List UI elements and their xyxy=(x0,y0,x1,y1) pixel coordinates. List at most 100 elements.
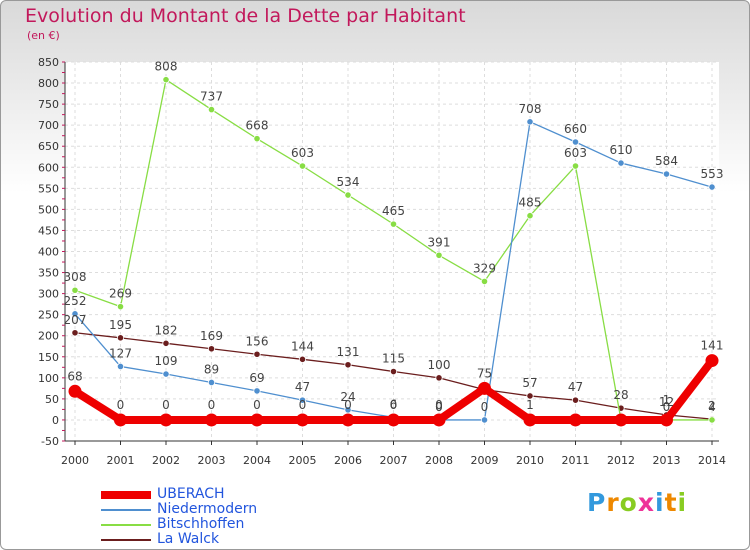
x-tick-label: 2002 xyxy=(152,454,180,467)
data-point xyxy=(387,413,400,427)
chart-subtitle: (en €) xyxy=(27,29,60,42)
data-point xyxy=(116,303,125,311)
data-label: 603 xyxy=(564,146,587,160)
data-point xyxy=(298,396,307,404)
data-point xyxy=(296,413,309,427)
legend-swatch xyxy=(101,523,151,526)
data-label: 182 xyxy=(155,323,178,337)
data-point xyxy=(526,392,534,400)
data-point xyxy=(341,413,355,427)
data-label: 0 xyxy=(208,398,216,412)
x-tick-label: 2009 xyxy=(471,454,499,467)
y-tick-label: 750 xyxy=(38,98,59,111)
y-tick-label: 250 xyxy=(38,309,59,322)
data-label: 0 xyxy=(435,400,443,414)
data-label: 156 xyxy=(246,334,269,348)
data-label: 0 xyxy=(435,398,443,412)
data-label: 0 xyxy=(481,400,489,414)
data-label: 69 xyxy=(249,371,264,385)
data-point xyxy=(344,361,352,369)
data-label: 737 xyxy=(200,90,223,104)
y-tick-label: 550 xyxy=(38,182,59,195)
data-point xyxy=(617,159,625,167)
data-label: 131 xyxy=(337,345,360,359)
data-point xyxy=(389,367,398,376)
data-label: 485 xyxy=(519,196,542,210)
legend-swatch xyxy=(101,538,151,541)
data-label: 0 xyxy=(162,398,170,412)
legend-item-niedermodern: Niedermodern xyxy=(101,502,257,517)
data-label: 2 xyxy=(708,399,716,413)
data-label: 329 xyxy=(473,261,496,275)
data-point xyxy=(435,374,443,382)
data-label: 252 xyxy=(64,294,87,308)
data-label: 127 xyxy=(109,346,132,360)
data-point xyxy=(207,345,216,353)
data-label: 808 xyxy=(155,60,178,74)
data-point xyxy=(571,396,580,404)
legend-label: La Walck xyxy=(157,531,220,547)
data-label: 0 xyxy=(390,398,398,412)
data-label: 109 xyxy=(155,354,178,368)
data-point xyxy=(435,251,443,259)
logo-letter: i xyxy=(677,488,688,517)
data-point xyxy=(526,212,534,220)
data-point xyxy=(660,413,673,427)
x-tick-label: 2004 xyxy=(243,454,271,467)
data-label: 28 xyxy=(613,388,628,402)
y-tick-label: 200 xyxy=(38,330,59,343)
legend-item-la-walck: La Walck xyxy=(101,532,257,547)
data-point xyxy=(253,387,261,395)
logo-letter: o xyxy=(619,488,638,517)
legend-label: Niedermodern xyxy=(157,501,258,517)
data-point xyxy=(253,135,261,143)
data-point xyxy=(571,138,580,146)
data-label: 144 xyxy=(291,339,314,353)
x-tick-label: 2006 xyxy=(334,454,362,467)
data-point xyxy=(159,413,173,427)
data-label: 141 xyxy=(701,339,724,353)
data-label: 68 xyxy=(67,369,82,383)
logo-letter: t xyxy=(664,488,678,517)
y-tick-label: 100 xyxy=(38,372,59,385)
data-point xyxy=(253,350,261,358)
data-point xyxy=(614,413,628,427)
data-point xyxy=(662,170,671,178)
data-point xyxy=(205,413,218,427)
x-tick-label: 2003 xyxy=(198,454,226,467)
data-point xyxy=(116,334,125,342)
data-point xyxy=(526,118,534,126)
data-point xyxy=(71,310,79,318)
data-label: 89 xyxy=(204,362,219,376)
y-tick-label: 850 xyxy=(38,56,59,69)
x-tick-label: 2001 xyxy=(107,454,135,467)
legend: UBERACH Niedermodern Bitschhoffen La Wal… xyxy=(101,487,257,547)
x-tick-label: 2010 xyxy=(516,454,544,467)
x-tick-label: 2007 xyxy=(380,454,408,467)
data-label: 24 xyxy=(340,390,355,404)
proxiti-logo: Proxiti xyxy=(587,488,687,517)
data-point xyxy=(705,354,719,368)
logo-letter: x xyxy=(637,488,655,517)
data-label: 465 xyxy=(382,204,405,218)
x-tick-label: 2008 xyxy=(425,454,453,467)
data-label: 12 xyxy=(659,395,674,409)
data-point xyxy=(432,413,446,427)
data-label: 660 xyxy=(564,122,587,136)
legend-item-bitschhoffen: Bitschhoffen xyxy=(101,517,257,532)
data-point xyxy=(708,416,716,424)
x-tick-label: 2005 xyxy=(289,454,317,467)
data-label: 0 xyxy=(299,398,307,412)
y-tick-label: 650 xyxy=(38,140,59,153)
data-label: 6 xyxy=(390,397,398,411)
data-label: 534 xyxy=(337,175,360,189)
legend-swatch xyxy=(101,508,151,511)
logo-letter: P xyxy=(587,488,607,517)
data-label: 195 xyxy=(109,318,132,332)
y-tick-label: 0 xyxy=(52,414,59,427)
data-label: 668 xyxy=(246,119,269,133)
data-label: 207 xyxy=(64,313,87,327)
y-tick-label: 150 xyxy=(38,351,59,364)
